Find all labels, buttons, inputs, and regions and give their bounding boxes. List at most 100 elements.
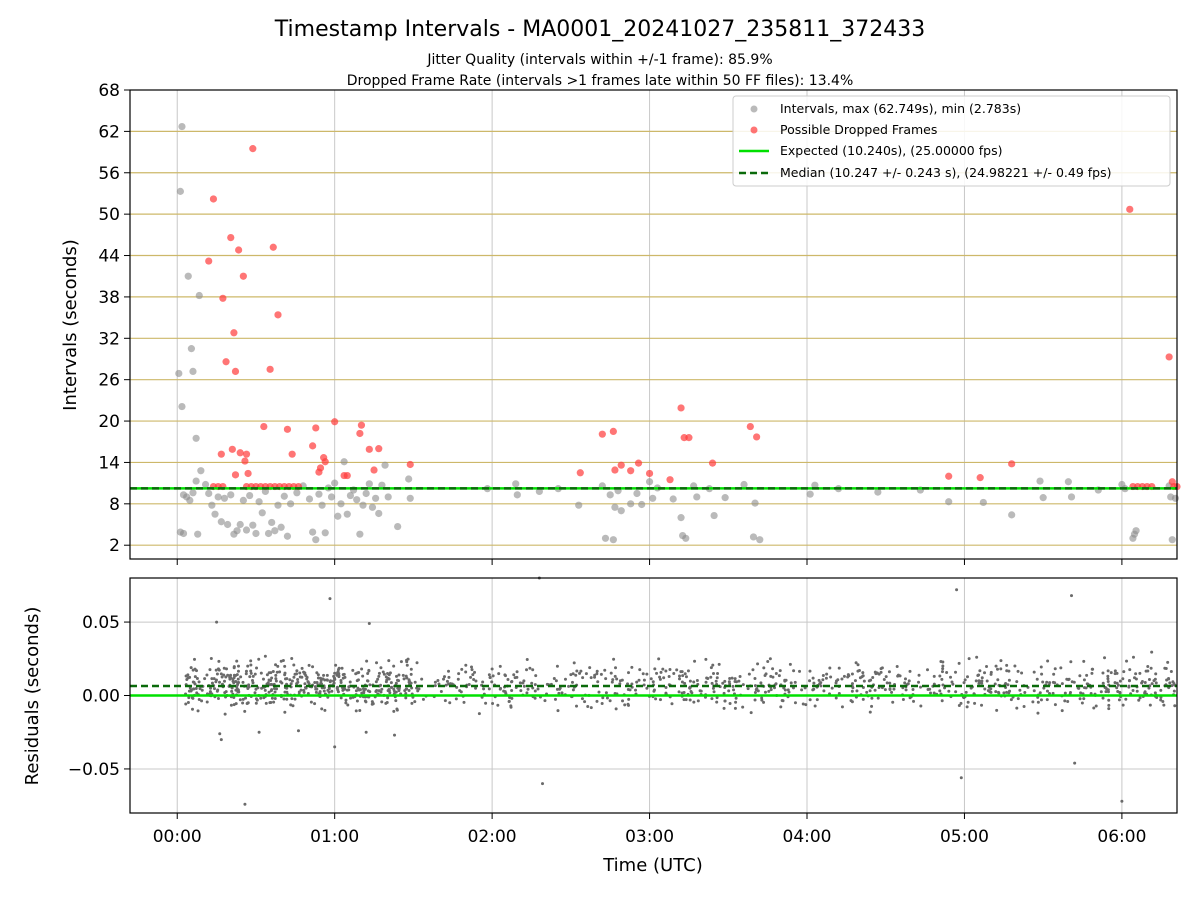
residual-point bbox=[1118, 691, 1122, 695]
residual-point bbox=[290, 697, 294, 701]
interval-point bbox=[1036, 477, 1044, 485]
residual-outlier-point bbox=[257, 730, 261, 734]
residual-point bbox=[681, 674, 685, 678]
residual-point bbox=[907, 679, 911, 683]
residual-point bbox=[996, 690, 1000, 694]
dropped-frame-point bbox=[321, 458, 329, 466]
residual-point bbox=[283, 664, 287, 668]
residual-point bbox=[595, 669, 599, 673]
residual-point bbox=[269, 682, 273, 686]
residual-point bbox=[339, 696, 343, 700]
residual-point bbox=[389, 681, 393, 685]
residual-point bbox=[351, 668, 355, 672]
dropped-frame-point bbox=[266, 365, 274, 373]
residual-point bbox=[354, 709, 358, 713]
interval-point bbox=[197, 467, 205, 475]
residual-point bbox=[812, 681, 816, 685]
residual-point bbox=[1124, 697, 1128, 701]
interval-point bbox=[378, 481, 386, 489]
residual-point bbox=[205, 700, 209, 704]
dropped-frame-point bbox=[365, 445, 373, 453]
residual-point bbox=[733, 706, 737, 710]
dropped-frame-point bbox=[627, 467, 635, 475]
residual-point bbox=[858, 676, 862, 680]
interval-point bbox=[224, 520, 232, 529]
residual-point bbox=[693, 659, 697, 663]
top-y-tick-label: 2 bbox=[109, 536, 120, 556]
residual-point bbox=[1128, 668, 1132, 672]
residual-point bbox=[1079, 691, 1083, 695]
dropped-frame-point bbox=[753, 433, 761, 441]
residual-point bbox=[332, 676, 336, 680]
interval-point bbox=[195, 291, 203, 300]
residual-point bbox=[196, 709, 200, 713]
interval-point bbox=[1132, 527, 1140, 535]
residual-point bbox=[498, 687, 502, 691]
interval-point bbox=[211, 510, 219, 518]
residual-point bbox=[217, 668, 221, 672]
dropped-frame-point bbox=[242, 450, 251, 458]
residual-point bbox=[250, 679, 254, 683]
residual-point bbox=[686, 669, 690, 673]
residual-point bbox=[1072, 680, 1076, 684]
residual-point bbox=[274, 679, 278, 683]
residual-point bbox=[954, 670, 958, 674]
residual-point bbox=[248, 675, 252, 679]
residual-point bbox=[579, 669, 583, 673]
residual-point bbox=[283, 710, 287, 714]
residual-point bbox=[865, 690, 869, 694]
residual-point bbox=[303, 682, 307, 686]
residual-point bbox=[433, 680, 437, 684]
interval-point bbox=[693, 493, 701, 501]
residual-point bbox=[413, 700, 417, 704]
residual-point bbox=[509, 705, 513, 709]
residual-point bbox=[677, 690, 681, 694]
interval-point bbox=[356, 530, 364, 538]
residual-point bbox=[626, 703, 630, 707]
residual-point bbox=[769, 674, 773, 678]
residual-point bbox=[442, 677, 446, 681]
dropped-frame-point bbox=[274, 311, 282, 319]
interval-point bbox=[365, 480, 373, 488]
residual-point bbox=[1113, 672, 1117, 676]
dropped-frame-point bbox=[598, 430, 606, 438]
residual-point bbox=[1101, 681, 1105, 685]
residual-point bbox=[722, 706, 726, 710]
residual-point bbox=[980, 676, 984, 680]
residual-point bbox=[689, 689, 693, 693]
dropped-frame-point bbox=[227, 233, 235, 242]
residual-point bbox=[510, 688, 514, 692]
residual-point bbox=[280, 681, 284, 685]
residual-point bbox=[224, 667, 228, 671]
residual-point bbox=[746, 687, 750, 691]
residual-point bbox=[876, 696, 880, 700]
residual-point bbox=[977, 679, 981, 683]
residual-point bbox=[891, 700, 895, 704]
dropped-frame-point bbox=[331, 418, 339, 426]
residual-point bbox=[747, 672, 751, 676]
interval-point bbox=[575, 501, 583, 509]
interval-point bbox=[384, 493, 392, 501]
residual-point bbox=[754, 688, 758, 692]
residual-point bbox=[232, 676, 236, 680]
residual-point bbox=[186, 700, 190, 704]
residual-point bbox=[890, 690, 894, 694]
residual-point bbox=[293, 697, 297, 701]
residual-point bbox=[637, 678, 641, 682]
interval-point bbox=[201, 480, 210, 489]
residual-point bbox=[771, 667, 775, 671]
residual-point bbox=[503, 690, 507, 694]
residual-point bbox=[249, 671, 253, 675]
residual-point bbox=[503, 674, 507, 678]
interval-point bbox=[1067, 493, 1076, 501]
residual-point bbox=[355, 699, 359, 703]
residual-point bbox=[1045, 680, 1049, 684]
residual-point bbox=[728, 677, 732, 681]
residual-point bbox=[339, 681, 343, 685]
residual-point bbox=[474, 686, 478, 690]
residual-point bbox=[569, 673, 573, 677]
chart-title: Timestamp Intervals - MA0001_20241027_23… bbox=[274, 17, 925, 42]
interval-point bbox=[406, 494, 414, 502]
residual-point bbox=[490, 667, 494, 671]
residual-point bbox=[409, 681, 413, 685]
